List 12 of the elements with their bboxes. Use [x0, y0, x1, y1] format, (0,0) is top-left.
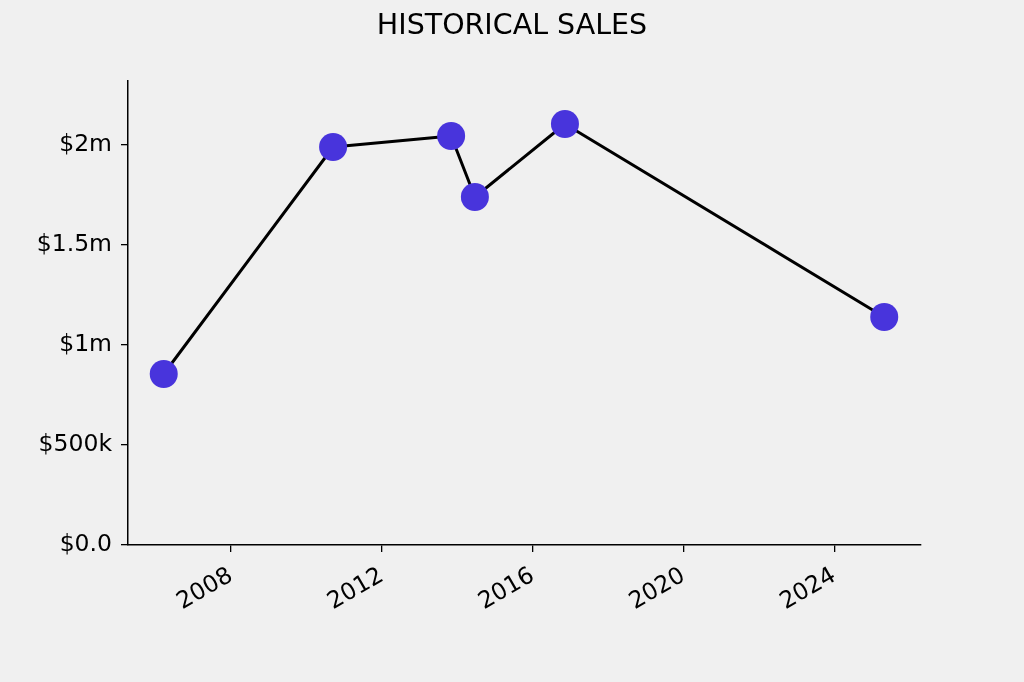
point: [460, 183, 489, 211]
y-tick-label: $500k: [38, 429, 113, 458]
chart-title: HISTORICAL SALES: [375, 7, 649, 43]
point: [870, 303, 899, 331]
y-tick-label: $0.0: [59, 529, 112, 558]
y-tick-label: $1m: [59, 329, 112, 358]
point: [550, 110, 579, 138]
y-tick-label: $1.5m: [36, 229, 112, 258]
point: [319, 133, 348, 161]
point: [149, 360, 178, 388]
y-tick-label: $2m: [59, 129, 112, 158]
point: [437, 122, 466, 150]
